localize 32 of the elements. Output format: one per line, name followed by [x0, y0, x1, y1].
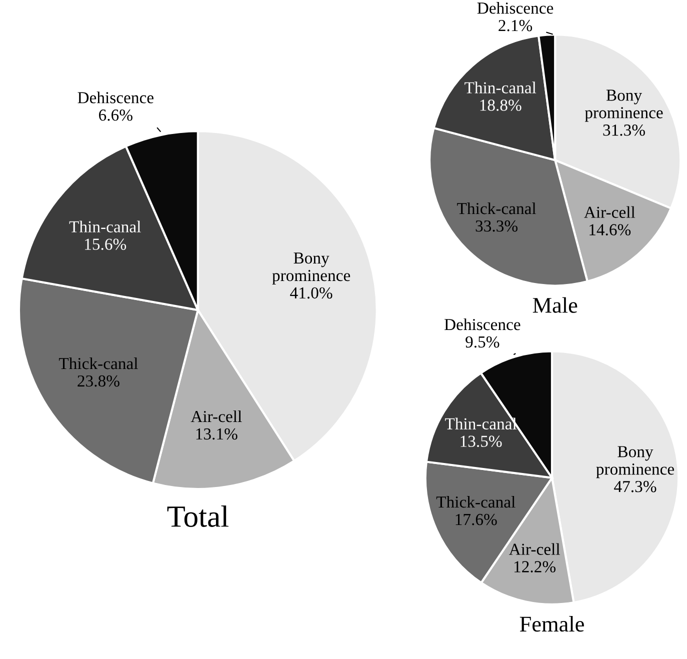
slice-label: Air-cell	[584, 206, 636, 218]
data-label: 2.1%	[498, 20, 532, 32]
data-label: 12.2%	[514, 561, 556, 572]
text: Female	[520, 616, 584, 632]
data-label: 33.3%	[476, 220, 518, 232]
slice-label: Dehiscence	[78, 92, 154, 104]
text: Total	[167, 505, 228, 527]
data-label: 9.5%	[466, 336, 500, 348]
slice-label: Air-cell	[190, 410, 242, 422]
slice-label: Dehiscence	[444, 318, 520, 330]
data-label: 15.6%	[85, 238, 126, 250]
slice-label: Bony prominence	[596, 446, 674, 478]
slice-label: Thin-canal	[464, 82, 536, 94]
data-label: 41.0%	[290, 287, 332, 299]
slice-label: Air-cell	[508, 543, 560, 555]
data-label: 13.1%	[196, 428, 238, 440]
slice-label: Dehiscence	[477, 2, 554, 14]
data-label: 13.5%	[460, 436, 502, 447]
text: Male	[532, 297, 578, 313]
data-label: 18.8%	[480, 100, 522, 111]
data-label: 14.6%	[590, 224, 631, 236]
data-label: 47.3%	[614, 480, 656, 492]
data-label: 23.8%	[78, 375, 120, 387]
data-label: 6.6%	[99, 109, 132, 121]
slice-label: Thick-canal	[436, 496, 516, 508]
slice-label: Bony prominence	[584, 90, 663, 122]
data-label: 17.6%	[456, 514, 497, 526]
slice-label: Thin-canal	[69, 220, 141, 232]
slice-label: Bony prominence	[272, 252, 350, 285]
data-label: 31.3%	[603, 124, 645, 136]
slice-label: Thick-canal	[58, 357, 138, 370]
slice-label: Thick-canal	[457, 202, 536, 214]
